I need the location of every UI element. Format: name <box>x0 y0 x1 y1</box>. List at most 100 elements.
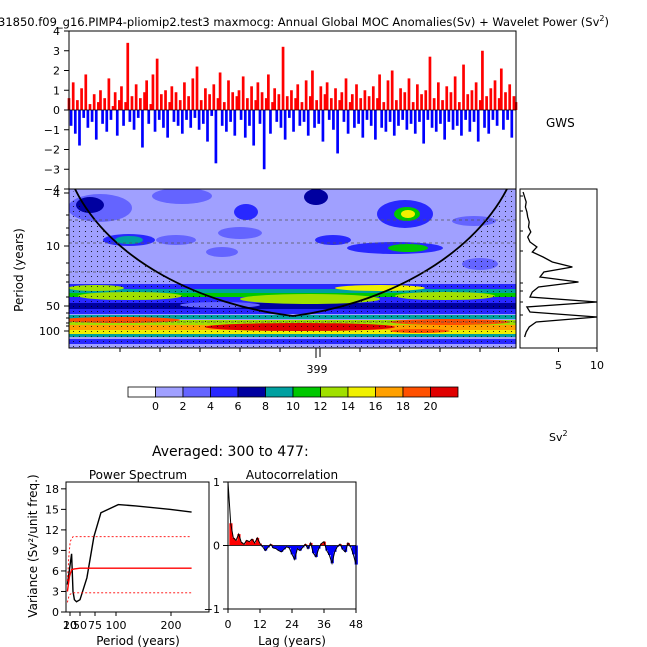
timeseries-bar <box>222 102 226 110</box>
timeseries-bar <box>122 110 125 126</box>
colorbar-label: 18 <box>396 400 410 413</box>
autocorr-bar <box>240 542 244 546</box>
ytick-label: 0 <box>52 606 59 619</box>
timeseries-bar <box>311 70 314 110</box>
timeseries-bar <box>506 110 509 120</box>
timeseries-bar <box>399 88 402 110</box>
colorbar-label: 10 <box>286 400 300 413</box>
timeseries-bar <box>69 110 73 126</box>
timeseries-bar <box>422 110 426 144</box>
timeseries-bar <box>491 110 495 120</box>
timeseries-bar <box>397 110 400 126</box>
timeseries-bar <box>151 74 155 110</box>
timeseries-bar <box>235 96 239 110</box>
timeseries-bar <box>384 110 388 132</box>
timeseries-bar <box>336 110 339 154</box>
timeseries-bar <box>71 82 75 110</box>
timeseries-bar <box>159 94 163 110</box>
timeseries-bar <box>189 110 193 128</box>
colorbar-swatch <box>402 386 431 398</box>
timeseries-bar <box>508 84 512 110</box>
timeseries-bar <box>250 86 253 110</box>
xlabel: Period (years) <box>96 634 180 647</box>
ytick-label: 3 <box>53 45 60 58</box>
xtick-label: 50 <box>73 619 87 632</box>
autocorr-bar <box>256 537 260 546</box>
gws-line <box>522 191 598 338</box>
timeseries-bar <box>267 74 270 110</box>
timeseries-bar <box>271 102 274 110</box>
power-blob <box>388 244 428 252</box>
power-blob <box>401 210 415 218</box>
autocorr-bar <box>293 545 297 560</box>
timeseries-bar <box>212 84 216 110</box>
colorbar-label: 0 <box>152 400 159 413</box>
ytick-label: −2 <box>44 144 60 157</box>
timeseries-bar <box>451 110 455 130</box>
timeseries-bar <box>340 92 344 110</box>
timeseries-bar <box>359 98 363 110</box>
autocorr-bar <box>274 545 278 549</box>
timeseries-bar <box>115 110 119 136</box>
colorbar-swatch <box>182 386 211 398</box>
timeseries-bar <box>376 98 379 110</box>
autocorr-bar <box>352 545 356 555</box>
timeseries-bar <box>371 86 375 110</box>
cone-of-influence-shading <box>69 189 516 348</box>
timeseries-bar <box>493 80 497 110</box>
timeseries-bar <box>248 110 251 126</box>
colorbar-label: 16 <box>369 400 383 413</box>
xtick-label: 36 <box>317 618 331 631</box>
timeseries-bar <box>229 110 232 122</box>
colorbar-swatch <box>127 386 156 398</box>
power-band <box>69 303 516 309</box>
timeseries-bar <box>76 100 79 110</box>
autocorr-bar <box>232 537 236 546</box>
ylabel: Variance (Sv²/unit freq.) <box>26 474 40 617</box>
timeseries-bar <box>180 110 184 134</box>
timeseries-bar <box>483 110 486 128</box>
spectrum-line <box>66 503 192 603</box>
timeseries-bar <box>460 110 463 136</box>
xtick-label: 10 <box>63 619 77 632</box>
timeseries-bar <box>269 110 272 134</box>
autocorr-bar <box>298 545 302 551</box>
timeseries-bar <box>174 92 178 110</box>
colorbar-label: 12 <box>314 400 328 413</box>
autocorr-bar <box>288 545 292 549</box>
autocorr-bar <box>245 540 249 546</box>
timeseries-bar <box>195 66 199 110</box>
timeseries-bar <box>94 110 98 140</box>
ytick-label: 12 <box>45 524 59 537</box>
timeseries-bar <box>499 68 503 110</box>
timeseries-bar <box>143 92 146 110</box>
timeseries-bar <box>139 98 142 110</box>
xtick-label: 12 <box>253 618 267 631</box>
timeseries-bar <box>455 110 459 126</box>
autocorr-bar <box>234 540 238 546</box>
colorbar-label: 20 <box>424 400 438 413</box>
ytick-label: 15 <box>45 503 59 516</box>
timeseries-bar <box>201 110 205 124</box>
ytick-label: 6 <box>52 565 59 578</box>
timeseries-bar <box>420 94 423 110</box>
autocorr-bar <box>330 545 334 564</box>
timeseries-bar <box>288 110 291 118</box>
autocorr-bar <box>341 545 345 550</box>
timeseries-bar <box>99 90 102 110</box>
xtick-label: 0 <box>225 618 232 631</box>
autocorr-bar <box>272 545 276 549</box>
timeseries-bar <box>426 110 430 120</box>
lower-confidence-line <box>66 592 192 603</box>
timeseries-bar <box>105 110 109 132</box>
timeseries-bar <box>128 110 132 122</box>
timeseries-bar <box>273 88 277 110</box>
xtick-label: 399 <box>307 363 328 376</box>
timeseries-bar <box>97 102 100 110</box>
timeseries-bar <box>285 96 289 110</box>
ytick-label: 3 <box>52 585 59 598</box>
autocorr-bar <box>248 541 252 546</box>
timeseries-bar <box>306 110 310 136</box>
timeseries-bar <box>453 76 457 110</box>
gws-frame <box>519 188 598 349</box>
